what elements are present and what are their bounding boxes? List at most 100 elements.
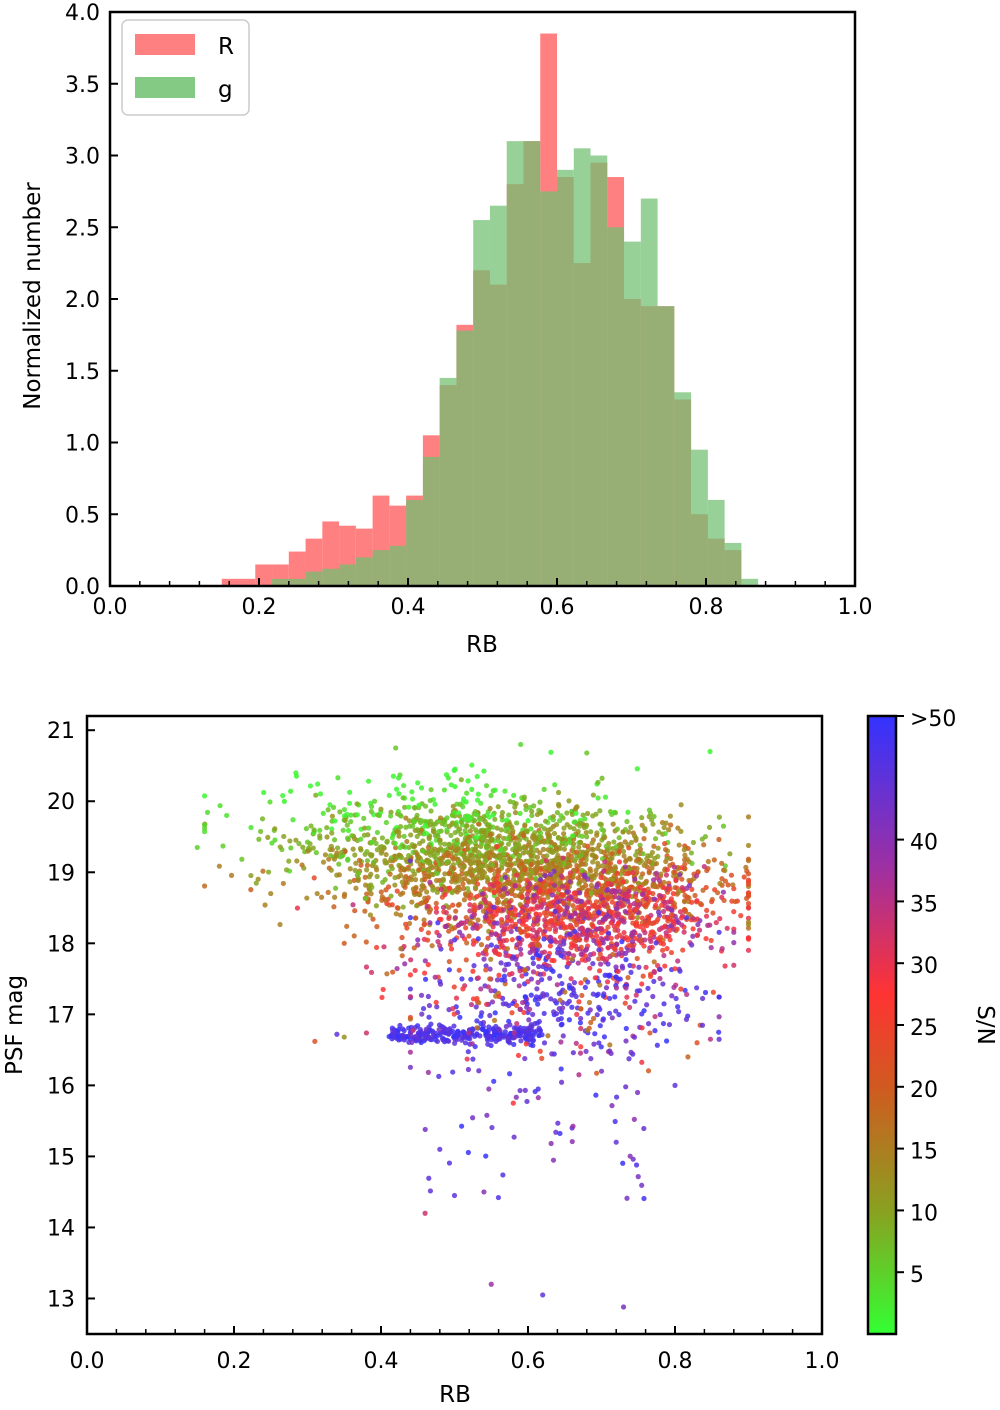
scatter-point [573,849,580,855]
scatter-point [280,880,286,887]
scatter-point [422,822,428,829]
scatter-point [399,953,405,959]
scatter-point [616,835,622,841]
scatter-point [633,1162,640,1168]
scatter-point [676,842,682,848]
scatter-point [464,1056,470,1062]
scatter-point [536,1032,542,1039]
scatter-plot-frame [85,714,824,1336]
scatter-point [535,840,541,846]
scatter-point [422,1210,428,1216]
scatter-point [511,1134,517,1140]
scatter-point [639,815,645,821]
scatter-point [393,911,399,917]
scatter-point [392,856,398,862]
scatter-point [745,881,752,887]
scatter-point [591,1041,597,1047]
scatter-point [558,813,564,819]
scatter-point [441,787,447,793]
scatter-point [601,849,607,856]
scatter-x-tick-label: 0.4 [364,1349,399,1374]
scatter-point [722,867,728,874]
scatter-point [457,801,463,807]
scatter-point [481,814,487,820]
scatter-y-tick-label: 16 [47,1074,75,1099]
scatter-point [524,933,530,939]
scatter-point [615,927,621,933]
scatter-point [293,773,300,779]
scatter-point [591,938,597,944]
scatter-point [665,899,671,905]
scatter-point [315,781,321,787]
scatter-point [519,894,525,900]
scatter-point [699,1022,706,1028]
scatter-point [434,1038,441,1045]
histogram-x-axis-label: RB [466,632,498,658]
scatter-point [484,1037,491,1043]
scatter-point [522,994,528,1000]
scatter-point [411,804,418,811]
scatter-point [534,894,540,900]
scatter-point [607,972,613,978]
scatter-point [571,980,578,986]
scatter-point [662,963,668,969]
scatter-point [341,940,347,946]
scatter-point [329,826,335,832]
scatter-point [461,1029,467,1035]
scatter-point [428,808,434,814]
scatter-point [624,1195,630,1201]
scatter-point [511,792,517,798]
scatter-point [548,826,554,832]
scatter-point [530,955,536,961]
scatter-point [516,983,522,989]
scatter-point [716,1036,722,1042]
scatter-point [548,1140,554,1147]
scatter-point [526,1017,532,1023]
scatter-point [528,847,534,853]
scatter-point [570,942,576,948]
scatter-point [488,988,494,994]
scatter-point [667,927,673,934]
scatter-point [543,882,549,888]
scatter-point [488,1037,495,1043]
scatter-point [690,933,696,939]
scatter-point [548,935,554,941]
scatter-point [378,889,384,895]
scatter-point [269,840,275,846]
scatter-point [616,859,623,865]
scatter-point [542,864,548,871]
scatter-point [639,822,645,828]
histogram-y-tick-label: 3.0 [65,145,100,170]
scatter-point [425,873,431,879]
scatter-point [623,950,629,956]
scatter-point [724,925,730,931]
histogram-bar-g [506,141,524,586]
scatter-point [506,903,512,909]
scatter-point [512,883,518,889]
histogram-bar-r [221,578,239,586]
scatter-point [650,821,656,827]
scatter-point [433,905,439,911]
scatter-point [655,962,661,969]
scatter-point [578,898,584,904]
scatter-point [578,1025,584,1032]
scatter-point [506,1038,512,1044]
scatter-point [402,884,408,890]
scatter-point [562,989,568,995]
scatter-point [364,867,370,873]
scatter-point [224,812,230,819]
scatter-point [640,973,646,979]
scatter-point [527,873,533,880]
scatter-point [202,883,208,889]
scatter-point [658,871,664,877]
scatter-point [661,884,667,891]
scatter-point [362,825,368,831]
scatter-point [623,985,629,991]
scatter-point [436,1026,442,1033]
scatter-point [555,835,561,841]
scatter-point [610,821,616,827]
scatter-point [540,846,546,852]
scatter-point [409,1039,415,1046]
scatter-point [593,1092,599,1098]
scatter-point [370,916,376,922]
